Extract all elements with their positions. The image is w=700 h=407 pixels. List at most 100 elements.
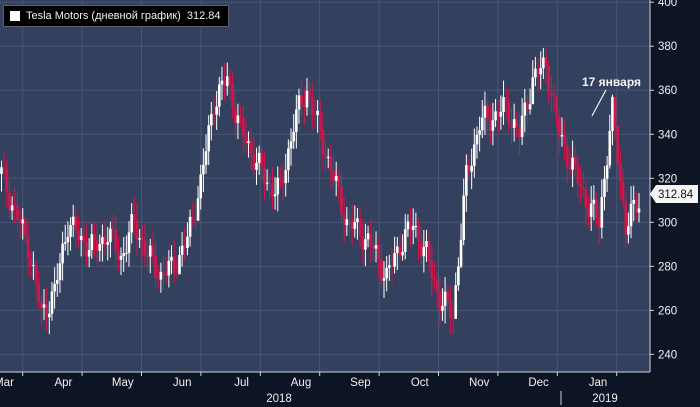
candle-up <box>125 252 128 254</box>
candle-up <box>334 176 338 181</box>
candle-up <box>385 267 388 279</box>
candle-up <box>462 195 465 240</box>
candle-up <box>403 229 407 252</box>
candle-up <box>364 239 367 250</box>
candle-up <box>470 165 473 172</box>
candle-down <box>140 238 144 241</box>
candle-up <box>273 194 277 197</box>
candle-up <box>289 141 293 149</box>
candle-down <box>430 261 434 279</box>
candle-down <box>26 235 30 259</box>
candle-up <box>32 264 35 266</box>
annotation-line <box>591 89 607 117</box>
candle-up <box>374 245 378 249</box>
candle-down <box>496 111 500 117</box>
candle-up <box>611 96 614 131</box>
candle-up <box>382 278 386 281</box>
candle-up <box>512 119 516 128</box>
candle-up <box>207 125 210 152</box>
candle-down <box>95 240 99 251</box>
y-tick-label: 400 <box>658 0 677 9</box>
candle-down <box>310 98 314 115</box>
candle-down <box>303 104 306 108</box>
candle-up <box>236 115 240 124</box>
candle-up <box>199 174 203 199</box>
y-tick-label: 280 <box>658 261 677 273</box>
x-tick-label: Mar <box>0 377 14 389</box>
candle-up <box>58 263 62 281</box>
candle-down <box>172 256 176 274</box>
candle-up <box>494 111 497 121</box>
candle-up <box>79 235 83 240</box>
candle-down <box>151 245 155 256</box>
candle-up <box>122 253 125 256</box>
x-tick-label: Jun <box>173 377 192 389</box>
candle-down <box>342 214 346 226</box>
last-price-value: 312.84 <box>658 189 694 201</box>
candle-up <box>632 199 635 204</box>
candle-up <box>178 254 181 275</box>
candle-up <box>520 115 524 138</box>
candle-down <box>223 80 226 86</box>
candle-up <box>531 77 535 105</box>
candle-down <box>111 228 115 230</box>
candle-down <box>515 119 519 127</box>
candle-up <box>414 225 418 227</box>
candle-up <box>483 105 487 118</box>
y-tick-label: 240 <box>658 349 677 361</box>
candle-down <box>332 171 335 181</box>
candle-down <box>268 182 272 184</box>
candle-down <box>233 108 237 124</box>
candle-down <box>595 199 598 218</box>
candle-up <box>98 244 102 251</box>
candle-up <box>480 117 484 131</box>
candle-up <box>542 57 545 69</box>
candle-up <box>186 236 189 248</box>
candle-down <box>449 300 452 319</box>
last-price-background <box>650 185 698 204</box>
candle-up <box>411 225 415 230</box>
candle-up <box>287 148 290 170</box>
candle-up <box>627 226 630 235</box>
candle-down <box>82 235 86 243</box>
candle-up <box>170 256 173 261</box>
candle-down <box>308 90 311 99</box>
candle-down <box>34 264 38 284</box>
candle-up <box>454 285 458 319</box>
candle-up <box>255 162 258 170</box>
candle-up <box>491 120 495 131</box>
candle-up <box>210 113 213 126</box>
candle-up <box>119 255 123 260</box>
candle-down <box>579 183 582 188</box>
candle-down <box>581 187 585 190</box>
y-tick-label: 260 <box>658 305 677 317</box>
candle-down <box>318 110 322 131</box>
time-axis-panel <box>0 372 700 407</box>
candle-up <box>257 152 261 163</box>
candles <box>0 47 641 335</box>
candle-up <box>180 245 184 255</box>
candle-down <box>135 220 139 240</box>
annotation-label: 17 января <box>582 75 641 89</box>
candle-down <box>358 218 362 237</box>
candle-down <box>260 152 264 167</box>
candle-down <box>568 167 572 170</box>
candle-up <box>534 68 537 78</box>
candle-down <box>191 216 195 219</box>
candle-down <box>563 135 566 146</box>
candle-up <box>388 265 391 268</box>
candle-up <box>0 167 3 174</box>
candle-up <box>603 178 606 197</box>
candle-down <box>300 95 303 105</box>
candle-up <box>401 251 404 256</box>
candle-down <box>573 157 577 165</box>
x-tick-label: May <box>112 377 134 389</box>
plot-area <box>0 0 650 372</box>
candle-down <box>281 180 285 184</box>
candle-down <box>241 117 245 135</box>
candle-down <box>390 265 394 267</box>
candle-down <box>616 126 620 164</box>
candle-down <box>252 153 256 170</box>
candle-down <box>504 97 508 102</box>
candle-down <box>117 250 120 260</box>
